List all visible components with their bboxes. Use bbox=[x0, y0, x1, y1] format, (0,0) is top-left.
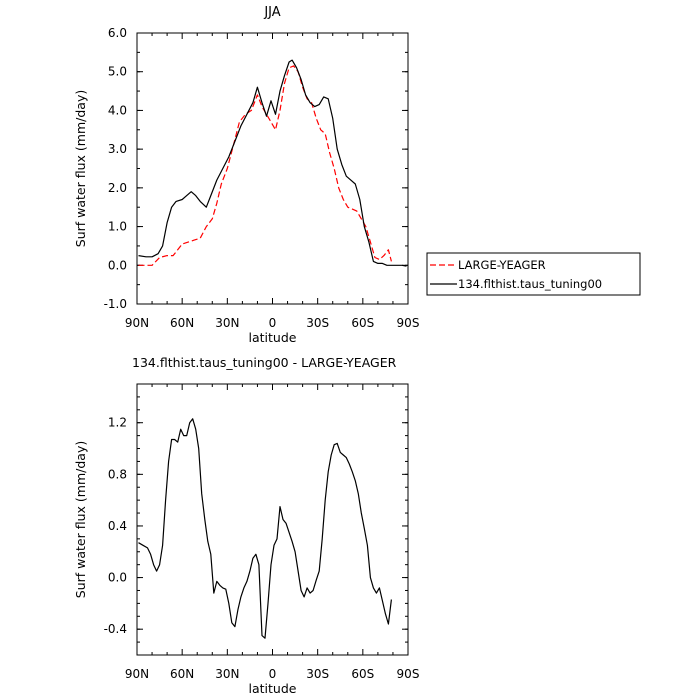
y-axis-label: Surf water flux (mm/day) bbox=[73, 90, 88, 247]
y-tick-label: 0.8 bbox=[108, 467, 127, 481]
bottom-panel: 134.flthist.taus_tuning00 - LARGE-YEAGER… bbox=[73, 355, 419, 696]
plot-frame bbox=[136, 32, 409, 305]
x-tick-label: 30N bbox=[215, 316, 239, 330]
y-tick-label: 1.2 bbox=[108, 416, 127, 430]
x-tick-label: 90N bbox=[125, 316, 149, 330]
top-panel: JJA 90N 60N 30N 0 30S 60S 90S -1.0 0.0 1.0 2.0 3.0 4.… bbox=[73, 5, 641, 345]
y-tick-label: 0.4 bbox=[108, 519, 127, 533]
x-tick-label: 60N bbox=[170, 667, 194, 681]
x-tick-label: 30N bbox=[215, 667, 239, 681]
x-tick-label: 60S bbox=[351, 316, 374, 330]
y-tick-label: 0.0 bbox=[108, 258, 127, 272]
y-tick-label: 0.0 bbox=[108, 571, 127, 585]
series-line-1 bbox=[138, 59, 407, 267]
y-tick-label: -1.0 bbox=[104, 297, 127, 311]
series-line-0 bbox=[138, 418, 392, 639]
y-tick-label: 1.0 bbox=[108, 220, 127, 234]
chart-title: 134.flthist.taus_tuning00 - LARGE-YEAGER bbox=[132, 355, 397, 370]
legend-box bbox=[426, 252, 641, 296]
x-tick-label: 60N bbox=[170, 316, 194, 330]
legend-entry-label: 134.flthist.taus_tuning00 bbox=[458, 277, 602, 291]
x-tick-label: 0 bbox=[269, 316, 277, 330]
y-axis-label: Surf water flux (mm/day) bbox=[73, 441, 88, 598]
x-tick-label: 30S bbox=[306, 316, 329, 330]
plot-frame bbox=[136, 383, 409, 656]
y-tick-label: 5.0 bbox=[108, 65, 127, 79]
y-tick-label: 2.0 bbox=[108, 181, 127, 195]
y-tick-label: 3.0 bbox=[108, 142, 127, 156]
chart-title: JJA bbox=[263, 5, 280, 20]
y-tick-label: -0.4 bbox=[104, 622, 127, 636]
legend-entry-label: LARGE-YEAGER bbox=[458, 258, 546, 272]
y-tick-label: 6.0 bbox=[108, 26, 127, 40]
x-tick-label: 90S bbox=[397, 667, 420, 681]
x-axis-label: latitude bbox=[249, 330, 297, 345]
series-line-0 bbox=[138, 65, 392, 266]
x-tick-label: 90S bbox=[397, 316, 420, 330]
x-tick-label: 30S bbox=[306, 667, 329, 681]
x-tick-label: 0 bbox=[269, 667, 277, 681]
x-tick-label: 90N bbox=[125, 667, 149, 681]
y-tick-label: 4.0 bbox=[108, 103, 127, 117]
x-tick-label: 60S bbox=[351, 667, 374, 681]
x-axis-label: latitude bbox=[249, 681, 297, 696]
